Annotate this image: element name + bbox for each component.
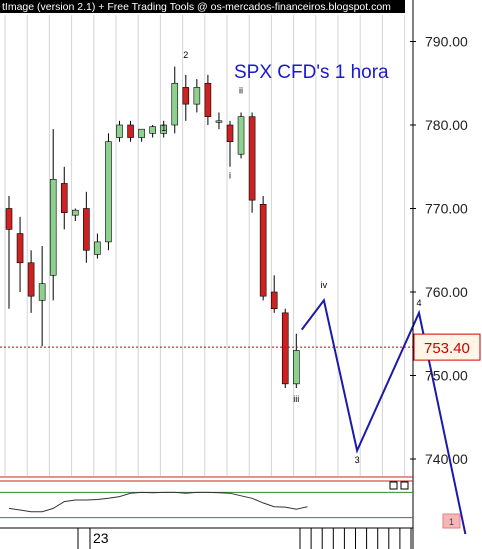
candle-down xyxy=(27,262,35,297)
candle-down xyxy=(16,233,24,264)
forecast-end-badge-text: 1 xyxy=(449,517,454,527)
candle-up xyxy=(171,82,179,126)
wave-label: iv xyxy=(321,280,328,290)
last-price-badge: 753.40 xyxy=(413,333,481,361)
candle-down xyxy=(60,183,68,213)
header-bar xyxy=(0,0,405,13)
candle-up xyxy=(49,178,57,276)
restore-icon[interactable] xyxy=(389,481,398,490)
candle-up xyxy=(38,283,46,301)
candle-up xyxy=(292,350,300,385)
candle-up xyxy=(215,120,223,123)
candles xyxy=(5,66,300,389)
candle-up xyxy=(160,124,167,134)
forecast-path xyxy=(301,297,467,535)
price-axis: 790.00 780.00 770.00 760.00 750.00 740.00 xyxy=(410,0,468,549)
price-tick-label: 760.00 xyxy=(425,284,468,300)
last-price-label: 753.40 xyxy=(424,340,470,357)
candle-down xyxy=(127,124,134,138)
candle-down xyxy=(204,82,212,117)
wave-label: 3 xyxy=(355,455,360,465)
forecast-end-badge xyxy=(442,513,461,529)
chart-title: SPX CFD's 1 hora xyxy=(234,62,389,83)
candle-up xyxy=(138,128,145,138)
candle-down xyxy=(281,312,289,385)
price-tick-label: 770.00 xyxy=(425,201,468,217)
header-text: tImage (version 2.1) + Free Trading Tool… xyxy=(2,1,391,13)
candle-up xyxy=(149,126,156,134)
day-label: 23 xyxy=(93,530,109,546)
wave-label: iii xyxy=(293,394,299,404)
price-tick-label: 750.00 xyxy=(425,368,468,384)
candle-down xyxy=(226,124,234,143)
wave-label: 4 xyxy=(416,298,421,308)
candle-up xyxy=(116,124,123,138)
candle-up xyxy=(193,87,201,105)
candle-down xyxy=(5,208,13,230)
wave-label: ii xyxy=(239,85,243,95)
candle-down xyxy=(259,204,267,297)
maximize-icon[interactable] xyxy=(400,481,409,490)
price-tick-label: 740.00 xyxy=(425,451,468,467)
candle-down xyxy=(182,87,190,105)
candle-up xyxy=(94,241,101,255)
wave-label: i xyxy=(229,170,231,180)
oscillator-line xyxy=(8,491,308,513)
candle-up xyxy=(105,141,112,243)
price-tick-label: 780.00 xyxy=(425,117,468,133)
price-tick-label: 790.00 xyxy=(425,34,468,50)
wave-label: 2 xyxy=(183,50,188,60)
candle-up xyxy=(72,209,79,216)
candle-down xyxy=(270,291,278,310)
candle-down xyxy=(248,116,256,201)
last-price-box xyxy=(413,333,481,361)
candle-down xyxy=(83,208,90,251)
oscillator-panel xyxy=(0,491,413,519)
wave-label: 1 xyxy=(161,123,166,133)
candle-up xyxy=(237,116,245,155)
time-axis-ticks xyxy=(77,528,412,549)
